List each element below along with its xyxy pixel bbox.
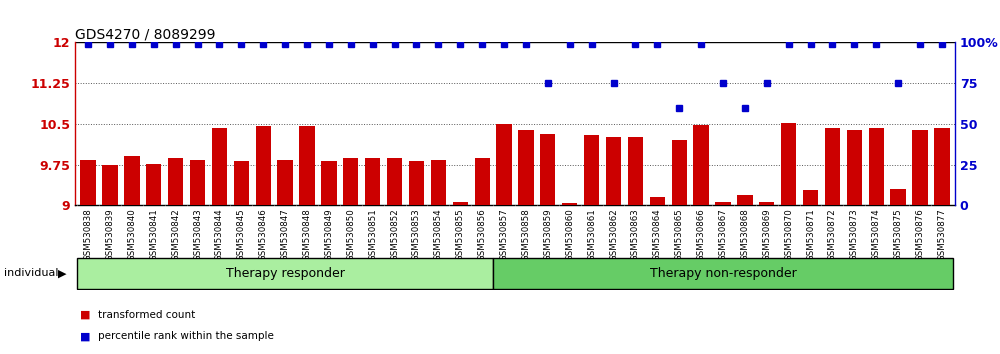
- Text: GSM530876: GSM530876: [915, 208, 924, 261]
- Bar: [343, 158, 358, 205]
- Text: GSM530858: GSM530858: [521, 208, 530, 261]
- Text: GSM530850: GSM530850: [346, 208, 355, 261]
- Bar: [387, 158, 402, 205]
- Text: GSM530855: GSM530855: [456, 208, 465, 261]
- Bar: [847, 130, 862, 205]
- Bar: [146, 164, 161, 205]
- Bar: [912, 130, 928, 205]
- Text: Therapy non-responder: Therapy non-responder: [650, 267, 796, 280]
- Bar: [80, 160, 96, 205]
- Text: GSM530844: GSM530844: [215, 208, 224, 261]
- Bar: [256, 126, 271, 205]
- Bar: [628, 137, 643, 205]
- Text: GSM530871: GSM530871: [806, 208, 815, 261]
- Bar: [496, 125, 512, 205]
- Text: GSM530870: GSM530870: [784, 208, 793, 261]
- Bar: [102, 165, 118, 205]
- Bar: [584, 135, 599, 205]
- Bar: [803, 190, 818, 205]
- Text: ■: ■: [80, 310, 90, 320]
- Text: GSM530839: GSM530839: [106, 208, 115, 261]
- Text: GSM530859: GSM530859: [543, 208, 552, 261]
- Text: GSM530843: GSM530843: [193, 208, 202, 261]
- Bar: [737, 195, 753, 205]
- Bar: [431, 160, 446, 205]
- Text: GSM530874: GSM530874: [872, 208, 881, 261]
- Text: GSM530872: GSM530872: [828, 208, 837, 261]
- Bar: [124, 156, 140, 205]
- Text: GSM530841: GSM530841: [149, 208, 158, 261]
- Bar: [518, 130, 534, 205]
- Bar: [672, 140, 687, 205]
- Bar: [409, 161, 424, 205]
- Text: GSM530862: GSM530862: [609, 208, 618, 261]
- Text: GSM530853: GSM530853: [412, 208, 421, 261]
- Text: GSM530864: GSM530864: [653, 208, 662, 261]
- Text: GSM530845: GSM530845: [237, 208, 246, 261]
- Bar: [825, 128, 840, 205]
- Text: GSM530857: GSM530857: [500, 208, 509, 261]
- Bar: [934, 128, 950, 205]
- Text: GSM530854: GSM530854: [434, 208, 443, 261]
- Text: GSM530851: GSM530851: [368, 208, 377, 261]
- Bar: [168, 158, 183, 205]
- Bar: [715, 202, 731, 205]
- Text: GSM530873: GSM530873: [850, 208, 859, 261]
- Bar: [562, 203, 577, 205]
- Bar: [493, 258, 953, 289]
- Bar: [869, 128, 884, 205]
- Text: ▶: ▶: [58, 268, 66, 279]
- Bar: [212, 128, 227, 205]
- Text: GSM530852: GSM530852: [390, 208, 399, 261]
- Text: GSM530868: GSM530868: [740, 208, 749, 261]
- Text: GSM530865: GSM530865: [675, 208, 684, 261]
- Text: transformed count: transformed count: [98, 310, 195, 320]
- Bar: [321, 161, 337, 205]
- Text: GSM530842: GSM530842: [171, 208, 180, 261]
- Bar: [299, 126, 315, 205]
- Text: GDS4270 / 8089299: GDS4270 / 8089299: [75, 27, 216, 41]
- Text: GSM530847: GSM530847: [281, 208, 290, 261]
- Text: GSM530838: GSM530838: [84, 208, 93, 261]
- Bar: [693, 125, 709, 205]
- Text: GSM530861: GSM530861: [587, 208, 596, 261]
- Text: GSM530840: GSM530840: [127, 208, 136, 261]
- Bar: [190, 160, 205, 205]
- Bar: [77, 258, 493, 289]
- Text: GSM530856: GSM530856: [478, 208, 487, 261]
- Bar: [606, 137, 621, 205]
- Bar: [759, 201, 774, 205]
- Text: GSM530867: GSM530867: [718, 208, 727, 261]
- Bar: [234, 161, 249, 205]
- Text: percentile rank within the sample: percentile rank within the sample: [98, 331, 274, 341]
- Text: GSM530866: GSM530866: [697, 208, 706, 261]
- Text: GSM530846: GSM530846: [259, 208, 268, 261]
- Text: GSM530849: GSM530849: [324, 208, 333, 261]
- Text: GSM530877: GSM530877: [937, 208, 946, 261]
- Bar: [890, 189, 906, 205]
- Text: GSM530869: GSM530869: [762, 208, 771, 261]
- Bar: [277, 160, 293, 205]
- Text: Therapy responder: Therapy responder: [226, 267, 345, 280]
- Bar: [475, 158, 490, 205]
- Bar: [540, 134, 555, 205]
- Text: individual: individual: [4, 268, 58, 279]
- Text: ■: ■: [80, 331, 90, 341]
- Text: GSM530860: GSM530860: [565, 208, 574, 261]
- Text: GSM530848: GSM530848: [303, 208, 312, 261]
- Bar: [453, 202, 468, 205]
- Bar: [781, 123, 796, 205]
- Bar: [650, 197, 665, 205]
- Text: GSM530863: GSM530863: [631, 208, 640, 261]
- Bar: [365, 158, 380, 205]
- Text: GSM530875: GSM530875: [894, 208, 903, 261]
